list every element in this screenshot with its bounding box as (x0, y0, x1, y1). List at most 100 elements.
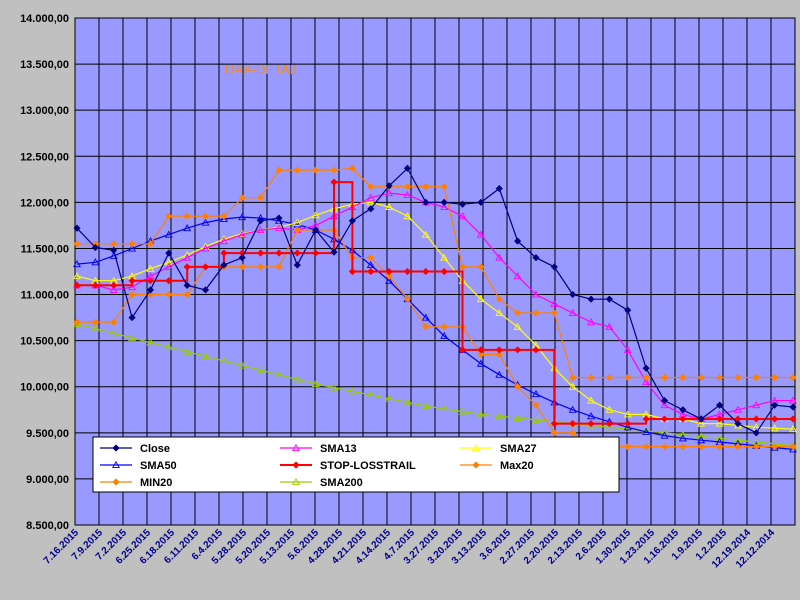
data-point (715, 373, 724, 382)
data-point (330, 383, 338, 391)
data-point (257, 217, 265, 225)
data-point (440, 202, 449, 210)
data-point (422, 198, 430, 206)
chart-title: DAX-DETAIL (225, 62, 301, 77)
data-point (146, 277, 155, 285)
data-point (752, 373, 760, 382)
data-point (789, 396, 797, 404)
legend-swatch-marker (292, 443, 300, 452)
data-point (403, 183, 412, 191)
data-point (311, 211, 320, 219)
data-point (532, 346, 540, 354)
data-point (385, 189, 394, 197)
series-line (77, 192, 793, 420)
data-point (183, 224, 192, 232)
data-point (569, 373, 577, 382)
y-tick-label: 10.000,00 (20, 382, 69, 394)
data-point (733, 405, 742, 413)
data-point (605, 423, 614, 431)
data-point (366, 260, 375, 269)
data-point (440, 267, 448, 276)
data-point (219, 236, 228, 245)
data-point (274, 370, 283, 378)
data-point (587, 318, 596, 326)
data-point (642, 427, 651, 435)
data-point (257, 194, 265, 202)
data-point (514, 346, 522, 354)
data-point (458, 200, 467, 208)
data-point (274, 224, 283, 232)
y-tick-label: 10.500,00 (20, 336, 69, 348)
data-point (495, 370, 504, 378)
data-point (770, 424, 779, 432)
data-point (403, 212, 412, 220)
data-point (660, 396, 669, 405)
data-point (532, 415, 540, 423)
data-point (605, 405, 614, 413)
data-point (146, 338, 155, 346)
data-point (587, 412, 596, 420)
data-point (367, 267, 375, 276)
data-point (403, 295, 412, 303)
data-point (440, 183, 448, 191)
data-point (385, 182, 393, 190)
data-point (403, 190, 412, 198)
data-point (257, 263, 265, 271)
data-point (605, 420, 613, 428)
data-point (348, 164, 356, 172)
data-point (569, 290, 577, 299)
data-point (183, 290, 191, 299)
data-point (697, 432, 706, 440)
y-tick-label: 9.000,00 (26, 474, 69, 486)
data-point (550, 263, 558, 271)
data-point (165, 277, 173, 285)
data-point (422, 183, 430, 191)
data-point (771, 415, 779, 423)
data-point (789, 373, 797, 382)
data-point (293, 218, 302, 226)
data-point (495, 350, 503, 359)
data-point (91, 324, 100, 332)
data-point (458, 346, 467, 354)
legend: Close SMA13 SMA27 SMA50 STOP-LOSSTRAIL Max20 M… (92, 436, 620, 493)
data-point (238, 361, 247, 369)
data-point (771, 373, 779, 382)
data-point (312, 226, 320, 234)
data-point (164, 258, 173, 266)
data-point (660, 415, 669, 423)
data-point (476, 410, 485, 418)
data-point (293, 249, 301, 257)
legend-item: SMA27 (460, 443, 537, 455)
data-point (385, 276, 394, 284)
data-point (293, 261, 301, 269)
data-point (256, 366, 265, 374)
data-point (477, 198, 485, 206)
data-point (73, 224, 81, 232)
data-point (642, 364, 650, 372)
legend-label: Close (140, 443, 170, 455)
data-point (367, 254, 375, 262)
data-point (385, 394, 394, 402)
data-point (587, 295, 595, 303)
data-point (771, 401, 779, 409)
data-point (183, 281, 191, 289)
data-point (128, 244, 137, 252)
data-point (642, 443, 650, 451)
data-point (128, 240, 136, 248)
data-point (624, 306, 632, 314)
data-point (220, 249, 228, 257)
data-point (201, 263, 210, 271)
data-point (385, 272, 393, 280)
legend-swatch-marker (112, 460, 120, 469)
legend-label: MIN20 (140, 477, 172, 489)
data-point (146, 264, 155, 272)
data-point (660, 401, 669, 409)
data-point (348, 217, 356, 225)
data-point (605, 295, 613, 303)
data-point (679, 443, 687, 451)
data-point (733, 436, 742, 444)
data-point (458, 212, 467, 220)
y-tick-label: 13.000,00 (20, 105, 69, 117)
data-point (789, 415, 797, 423)
